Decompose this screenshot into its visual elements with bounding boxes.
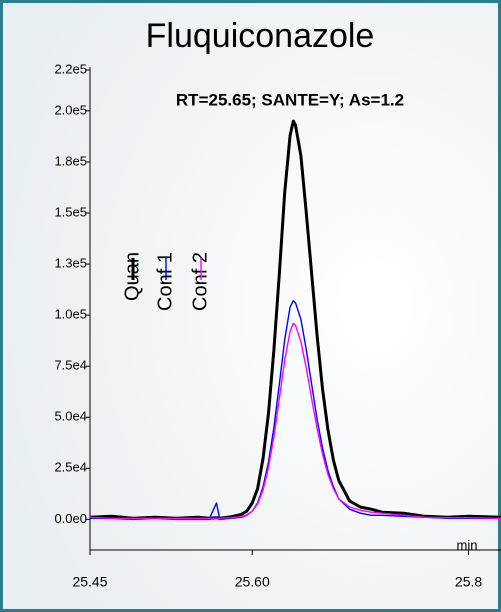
- legend-label: Conf 2: [189, 252, 211, 311]
- y-tick-label: 2.5e4: [54, 460, 87, 475]
- x-tick-label: 25.60: [235, 574, 270, 590]
- y-tick-label: 7.5e4: [54, 358, 87, 373]
- y-tick-label: 1.0e5: [54, 307, 87, 322]
- y-tick-label: 2.0e5: [54, 102, 87, 117]
- y-tick-label: 1.5e5: [54, 204, 87, 219]
- series-line: [90, 300, 501, 521]
- y-tick-label: 1.3e5: [54, 256, 87, 271]
- y-tick-label: 0.0e0: [54, 511, 87, 526]
- y-tick-label: 2.2e5: [54, 61, 87, 76]
- chart-title: Fluquiconazole: [146, 17, 375, 55]
- y-tick-label: 5.0e4: [54, 409, 87, 424]
- x-tick-label: 25.45: [72, 574, 107, 590]
- series-line: [89, 322, 501, 519]
- x-axis-label: min: [457, 537, 478, 552]
- y-tick-label: 1.8e5: [54, 153, 87, 168]
- legend-label: Conf 1: [154, 252, 176, 311]
- annotation: RT=25.65; SANTE=Y; As=1.2: [176, 90, 404, 109]
- x-tick-label: 25.8: [455, 574, 482, 590]
